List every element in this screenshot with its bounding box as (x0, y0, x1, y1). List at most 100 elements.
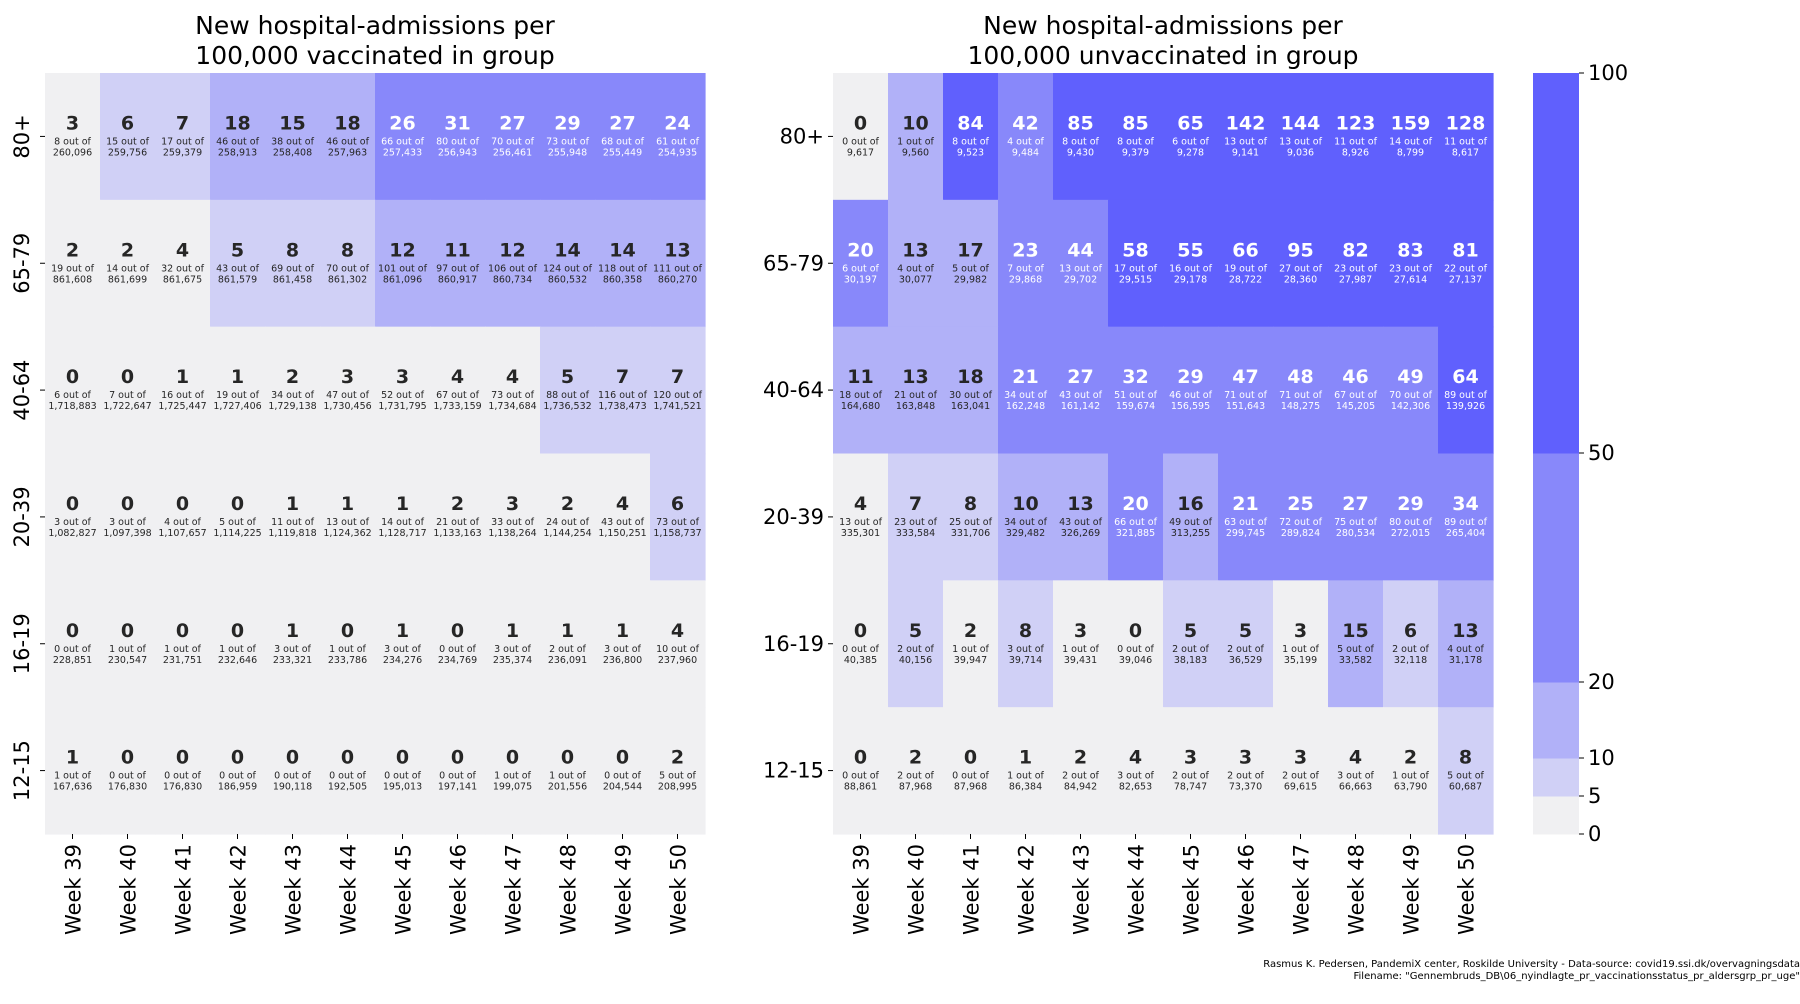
heatmap-cell (1383, 326, 1439, 455)
cell-count-note: 0 out of (109, 771, 146, 782)
y-tick-label: 12-15 (10, 740, 34, 801)
footer-filename: Filename: "Gennembruds_DB\06_nyindlagte_… (1353, 971, 1800, 982)
cell-count-note: 82,653 (1119, 782, 1152, 793)
cell-value-label: 3 (1074, 620, 1087, 642)
cell-count-note: 176,830 (163, 782, 202, 793)
cell-count-note: 13 out of (1279, 136, 1322, 147)
cell-count-note: 9,379 (1122, 147, 1149, 158)
heatmap-cell (540, 453, 596, 581)
cell-count-note: 265,404 (1446, 528, 1485, 539)
cell-count-note: 11 out of (1444, 136, 1487, 147)
cell-value-label: 1 (231, 366, 244, 388)
cell-count-note: 8,926 (1342, 147, 1369, 158)
cell-value-label: 2 (66, 239, 79, 261)
cell-count-note: 32 out of (161, 263, 204, 274)
x-tick-label: Week 43 (1070, 844, 1094, 935)
cell-count-note: 258,913 (218, 147, 257, 158)
cell-count-note: 88,861 (844, 782, 877, 793)
cell-value-label: 1 (66, 747, 79, 769)
heatmap-cell (1383, 199, 1439, 328)
cell-value-label: 0 (341, 620, 354, 642)
cell-value-label: 5 (1184, 620, 1197, 642)
cell-count-note: 9,430 (1067, 147, 1094, 158)
heatmap-cell (430, 73, 486, 201)
cell-count-note: 10 out of (656, 644, 699, 655)
cell-count-note: 1,736,532 (543, 401, 591, 412)
cell-count-note: 67 out of (1334, 390, 1377, 401)
cell-value-label: 23 (1012, 239, 1038, 261)
cell-count-note: 60,687 (1449, 782, 1482, 793)
cell-value-label: 8 (964, 493, 977, 515)
cell-count-note: 30,197 (844, 274, 877, 285)
x-tick-label: Week 47 (1290, 844, 1314, 935)
heatmap-cell (375, 453, 431, 581)
cell-count-note: 27,987 (1339, 274, 1372, 285)
cell-count-note: 2 out of (1282, 771, 1319, 782)
cell-count-note: 16 out of (1169, 263, 1212, 274)
cell-value-label: 46 (1342, 366, 1368, 388)
heatmap-cell (888, 199, 944, 328)
cell-value-label: 2 (1074, 747, 1087, 769)
heatmap-cell (1218, 199, 1274, 328)
cell-value-label: 123 (1336, 112, 1376, 134)
cell-count-note: 34 out of (1004, 390, 1047, 401)
cell-value-label: 17 (957, 239, 983, 261)
cell-count-note: 1 out of (1282, 644, 1319, 655)
heatmap-cell (943, 199, 999, 328)
heatmap-cell (155, 326, 211, 455)
cell-value-label: 2 (909, 747, 922, 769)
cell-value-label: 0 (1129, 620, 1142, 642)
cell-count-note: 0 out of (842, 771, 879, 782)
cell-value-label: 81 (1452, 239, 1478, 261)
cell-count-note: 335,301 (841, 528, 880, 539)
cell-value-label: 25 (1287, 493, 1313, 515)
cell-value-label: 7 (616, 366, 629, 388)
x-tick-label: Week 44 (1125, 844, 1149, 935)
cell-value-label: 1 (341, 493, 354, 515)
heatmap-cell (998, 199, 1054, 328)
cell-count-note: 236,800 (603, 655, 642, 666)
heatmap-cell (210, 73, 266, 201)
cell-count-note: 87,968 (954, 782, 987, 793)
cell-count-note: 234,276 (383, 655, 422, 666)
cell-count-note: 39,947 (954, 655, 987, 666)
cell-count-note: 46 out of (1169, 390, 1212, 401)
heatmap-cell (650, 453, 706, 581)
heatmap-cell (430, 199, 486, 328)
cell-count-note: 80 out of (1389, 517, 1432, 528)
cell-count-note: 5 out of (219, 517, 256, 528)
cell-value-label: 0 (286, 747, 299, 769)
cell-value-label: 2 (671, 747, 684, 769)
cell-count-note: 1,128,717 (378, 528, 426, 539)
cell-count-note: 2 out of (897, 644, 934, 655)
cell-value-label: 83 (1397, 239, 1423, 261)
cell-count-note: 2 out of (1062, 771, 1099, 782)
cell-count-note: 3 out of (1337, 771, 1374, 782)
cell-count-note: 0 out of (842, 644, 879, 655)
heatmap-cell (155, 73, 211, 201)
heatmap-cell (1218, 326, 1274, 455)
cell-value-label: 85 (1067, 112, 1093, 134)
heatmap-cell (210, 580, 266, 708)
cell-count-note: 861,458 (273, 274, 312, 285)
y-tick-label: 65-79 (763, 251, 824, 275)
cell-count-note: 0 out of (439, 771, 476, 782)
cell-count-note: 9,036 (1287, 147, 1314, 158)
cell-count-note: 331,706 (951, 528, 990, 539)
cell-count-note: 87,968 (899, 782, 932, 793)
cell-count-note: 1 out of (1392, 771, 1429, 782)
cell-value-label: 3 (341, 366, 354, 388)
cell-count-note: 47 out of (326, 390, 369, 401)
cell-value-label: 29 (1177, 366, 1203, 388)
cell-count-note: 88 out of (546, 390, 589, 401)
x-tick-label: Week 41 (172, 844, 196, 935)
cell-count-note: 3 out of (1007, 644, 1044, 655)
heatmap-cell (485, 707, 541, 835)
cell-count-note: 17 out of (1114, 263, 1157, 274)
heatmap-cell (595, 199, 651, 328)
cell-count-note: 51 out of (1114, 390, 1157, 401)
cell-value-label: 66 (1232, 239, 1258, 261)
cell-count-note: 7 out of (109, 390, 146, 401)
heatmap-cell (155, 199, 211, 328)
heatmap-cell (998, 326, 1054, 455)
